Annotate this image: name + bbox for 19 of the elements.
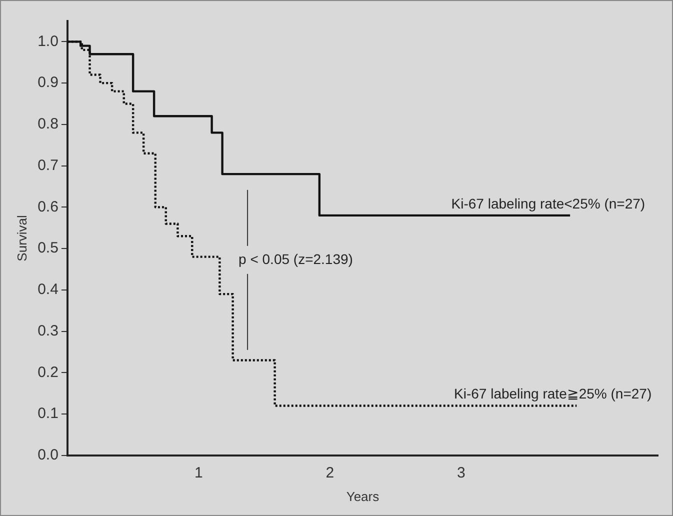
x-axis-title: Years: [346, 488, 380, 504]
y-tick-label: 0.4: [38, 281, 58, 298]
y-axis-title: Survival: [14, 214, 30, 262]
y-tick-label: 0.6: [38, 198, 58, 216]
y-tick-label: 0.0: [38, 446, 58, 464]
series-label: Ki-67 labeling rate<25% (n=27): [451, 195, 646, 212]
y-tick-label: 0.8: [38, 116, 58, 133]
x-tick-label: 1: [194, 464, 203, 482]
x-tick-label: 2: [326, 464, 334, 482]
y-tick-label: 0.5: [38, 240, 58, 257]
y-tick-label: 0.3: [38, 322, 58, 340]
y-tick-label: 0.7: [38, 156, 58, 174]
series-label: Ki-67 labeling rate≧25% (n=27): [454, 386, 652, 402]
y-tick-label: 1.0: [38, 32, 58, 50]
y-tick-label: 0.9: [38, 74, 58, 92]
y-tick-label: 0.2: [38, 364, 58, 381]
x-tick-label: 3: [456, 464, 466, 482]
annotation: p < 0.05 (z=2.139): [238, 250, 353, 267]
y-tick-label: 0.1: [38, 405, 58, 422]
